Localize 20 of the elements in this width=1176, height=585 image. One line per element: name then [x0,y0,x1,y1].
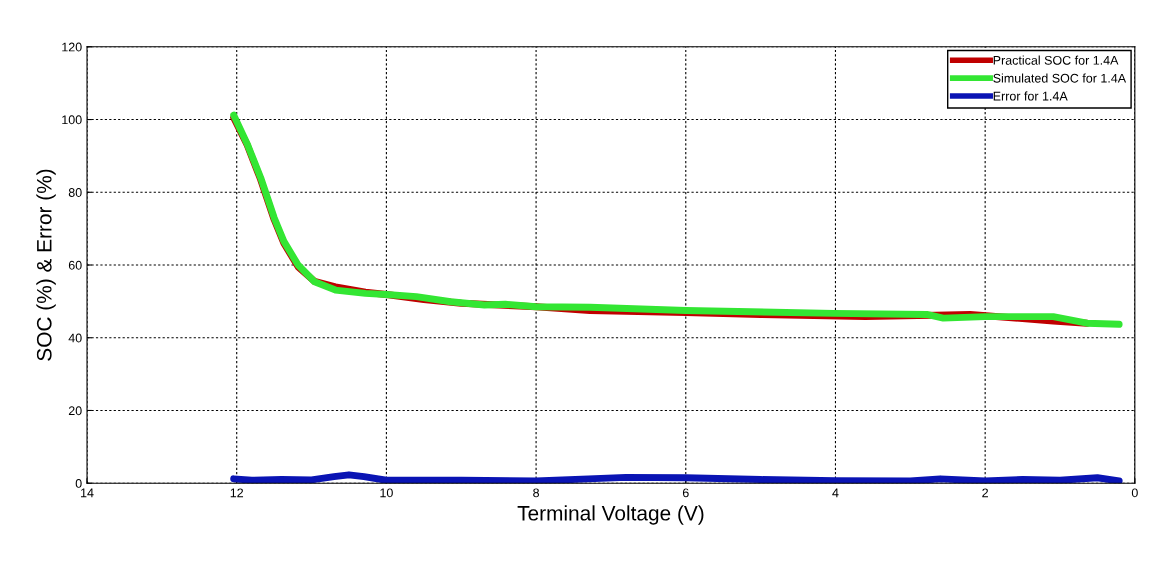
y-tick-label: 0 [75,479,82,488]
x-tick-label: 8 [533,488,540,498]
y-tick-label: 40 [68,333,82,343]
y-tick-label: 100 [62,115,82,125]
legend-label: Simulated SOC for 1.4A [993,73,1127,83]
legend-label: Error for 1.4A [993,91,1068,101]
y-tick-label: 80 [68,188,82,197]
x-tick-label: 4 [832,488,839,498]
x-axis-title: Terminal Voltage (V) [517,505,704,525]
x-tick-label: 12 [230,488,244,498]
legend-label: Practical SOC for 1.4A [993,55,1119,65]
y-tick-label: 20 [68,406,82,416]
x-tick-label: 2 [982,488,988,498]
y-axis-title: SOC (%) & Error (%) [36,169,56,361]
y-tick-label: 60 [68,260,82,270]
y-tick-label: 120 [62,42,82,52]
x-tick-label: 0 [1131,488,1138,498]
x-tick-label: 14 [81,488,94,498]
x-tick-label: 6 [682,488,689,498]
x-tick-label: 10 [380,488,393,498]
